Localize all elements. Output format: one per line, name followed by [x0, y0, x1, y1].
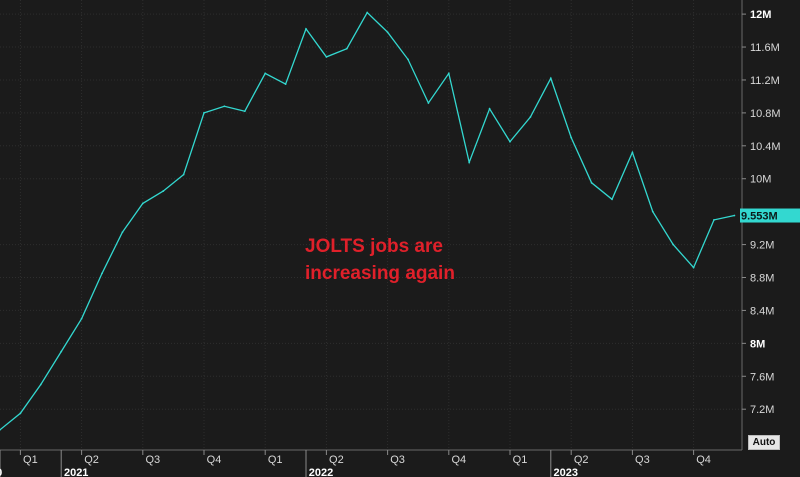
x-tick-label: Q3 [635, 454, 650, 466]
y-tick-label: 8.8M [750, 273, 774, 285]
data-point [325, 56, 328, 58]
annotation-line-2: increasing again [305, 263, 455, 284]
year-label: 2022 [309, 467, 333, 477]
data-point [60, 350, 63, 353]
x-tick-label: Q1 [23, 454, 38, 466]
data-point [407, 58, 409, 61]
x-tick-label: Q2 [329, 454, 344, 466]
auto-scale-button[interactable]: Auto [748, 435, 780, 450]
year-label: 20 [0, 467, 2, 477]
y-tick-label: 10.8M [750, 108, 781, 120]
data-point [672, 243, 675, 246]
data-point [305, 28, 307, 30]
data-point [203, 111, 205, 114]
x-tick-label: Q1 [268, 454, 283, 466]
x-tick-label: Q3 [390, 454, 405, 466]
y-tick-label: 8M [750, 338, 765, 350]
y-axis-ticks: 12M 11.6M 11.2M 10.8M 10.4M 10M 9.2M 8.8M 8.4M 8M… [742, 9, 781, 416]
data-point [692, 266, 695, 269]
x-tick-label: Q3 [145, 454, 160, 466]
data-point [345, 47, 348, 50]
data-point [141, 202, 144, 205]
x-tick-label: Q2 [84, 454, 99, 466]
data-point [651, 210, 654, 213]
data-point [590, 181, 593, 184]
data-point [549, 77, 552, 80]
data-point [468, 161, 471, 164]
x-tick-label: Q1 [513, 454, 528, 466]
y-tick-label: 12M [750, 9, 771, 21]
y-tick-label: 7.2M [750, 404, 774, 416]
series-group [0, 11, 736, 431]
data-point [427, 102, 430, 104]
annotation-line-1: JOLTS jobs are [305, 236, 443, 257]
gridlines [0, 0, 742, 450]
y-tick-label: 11.6M [750, 42, 780, 54]
x-tick-label: Q4 [696, 454, 711, 466]
data-point [529, 116, 532, 118]
data-point [284, 83, 287, 85]
y-tick-label: 9.2M [750, 240, 774, 252]
x-tick-label: Q4 [451, 454, 466, 466]
y-tick-label: 7.6M [750, 371, 774, 383]
data-point [101, 272, 103, 275]
data-point [162, 190, 165, 192]
year-label: 2021 [64, 467, 88, 477]
y-tick-label: 10M [750, 174, 771, 186]
last-value-label: 9.553M [741, 211, 778, 223]
y-tick-label: 10.4M [750, 141, 781, 153]
data-point [39, 383, 42, 386]
last-value-marker: 9.553M [740, 208, 800, 223]
data-point [366, 11, 369, 14]
x-axis-ticks: Q1 Q2 Q3 Q4 Q1 Q2 Q3 Q4 Q1 Q2 Q3 Q4 20 2021 2022 2023 [0, 450, 711, 477]
data-point [447, 72, 450, 75]
x-tick-label: Q2 [574, 454, 589, 466]
data-point [223, 105, 226, 108]
year-label: 2023 [554, 467, 578, 477]
x-tick-label: Q4 [207, 454, 222, 466]
data-point [488, 107, 491, 110]
data-point [611, 198, 613, 201]
data-point [0, 428, 1, 431]
y-tick-label: 11.2M [750, 75, 780, 87]
data-point [509, 140, 511, 143]
data-point [19, 412, 22, 415]
data-point [733, 214, 736, 217]
data-point [80, 317, 83, 320]
data-point [182, 173, 185, 176]
last-value-box [740, 208, 800, 223]
data-point [570, 136, 573, 139]
data-point [631, 151, 634, 154]
data-point [243, 110, 246, 113]
y-tick-label: 8.4M [750, 305, 774, 317]
chart-annotation: JOLTS jobs are increasing again [305, 233, 505, 287]
data-point [713, 218, 715, 221]
data-point [121, 231, 124, 234]
data-point [386, 31, 389, 34]
data-point [264, 72, 267, 75]
